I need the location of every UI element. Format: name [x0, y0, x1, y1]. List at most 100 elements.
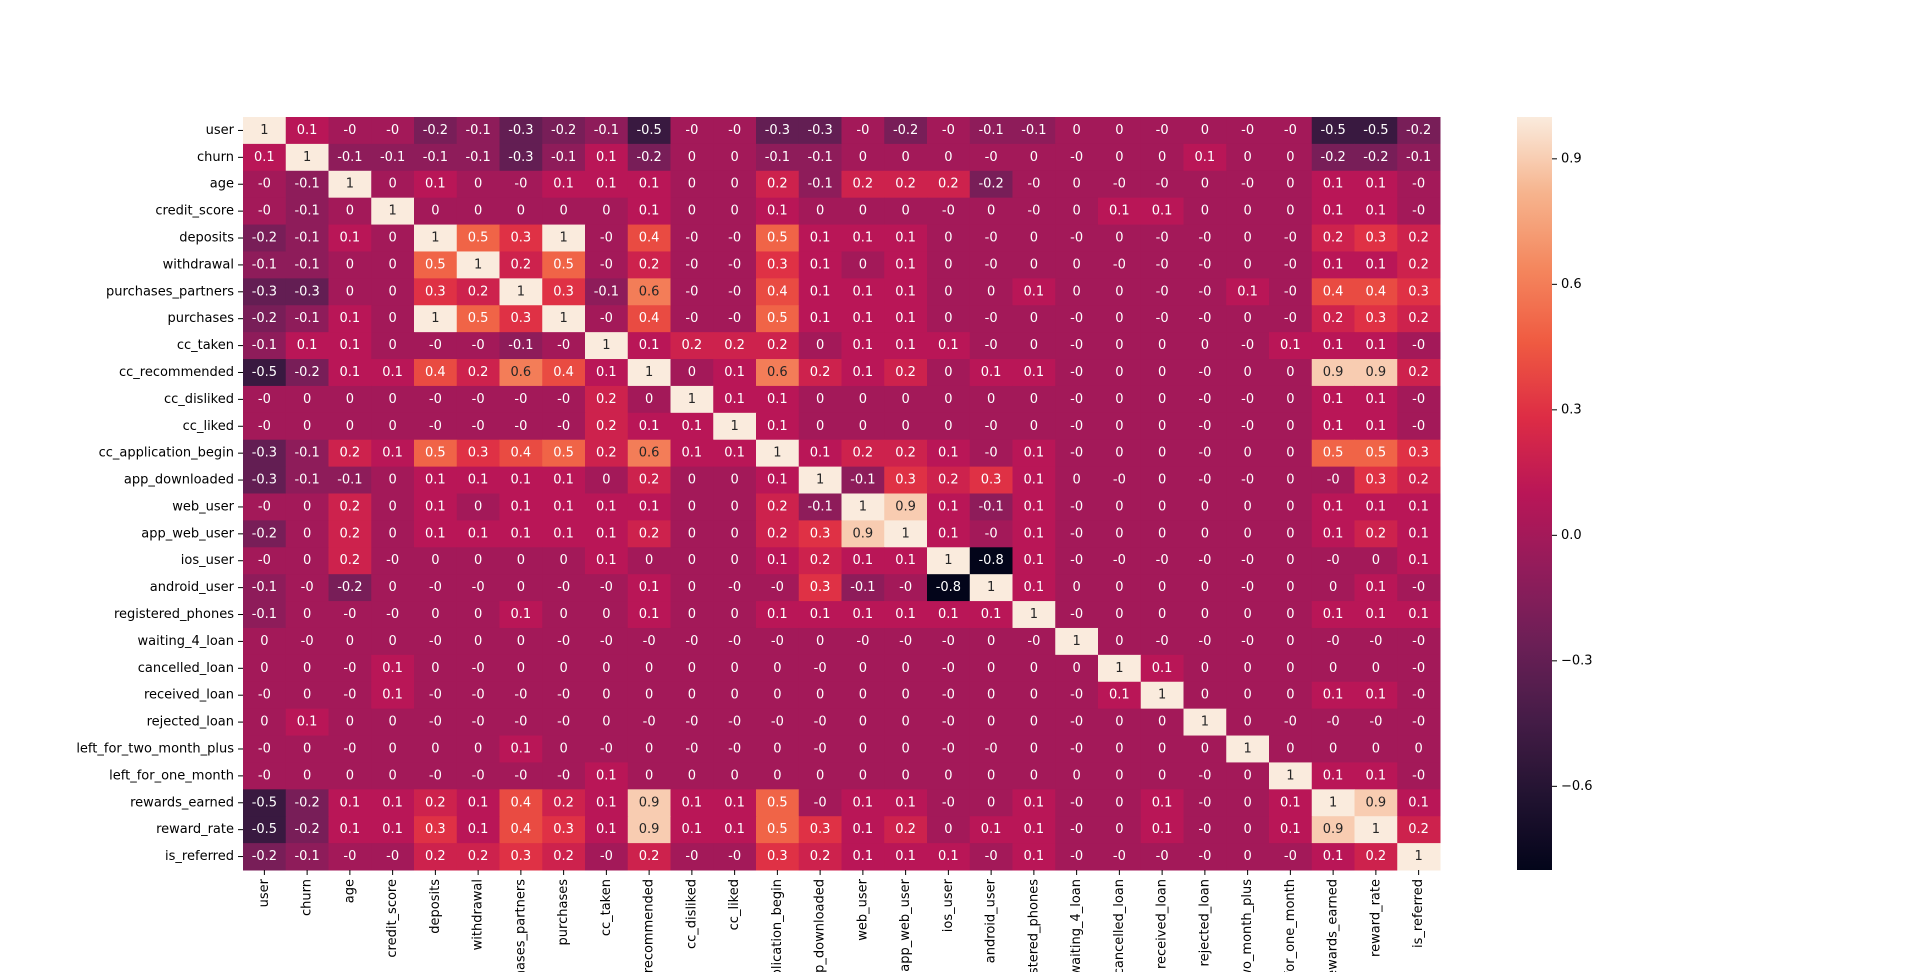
heatmap-cell [1311, 735, 1355, 763]
cell-label: 0.1 [853, 338, 874, 353]
cell-label: 0 [730, 177, 738, 192]
cell-label: 0 [346, 419, 354, 434]
heatmap-cell [969, 789, 1013, 817]
heatmap-cell [285, 305, 329, 333]
heatmap-cell [627, 627, 671, 656]
cell-label: -0 [1070, 607, 1083, 622]
heatmap-cell [1098, 843, 1142, 871]
heatmap-cell [1055, 601, 1099, 629]
cell-label: 0.1 [596, 177, 617, 192]
heatmap-cell [243, 816, 287, 844]
cell-label: -0 [386, 553, 399, 568]
heatmap-cell [456, 385, 500, 414]
cell-label: 0 [1286, 177, 1294, 192]
cell-label: 0 [346, 257, 354, 272]
cell-label: 0.4 [425, 365, 446, 380]
cell-label: 0 [901, 768, 909, 783]
heatmap-cell [670, 143, 714, 172]
cell-label: 0 [901, 661, 909, 676]
cell-label: 0.1 [1024, 580, 1045, 595]
heatmap-cell [670, 547, 714, 575]
cell-label: 1 [1158, 688, 1166, 703]
heatmap-cell [969, 574, 1013, 602]
cell-label: -0 [557, 392, 570, 407]
heatmap-cell [414, 278, 458, 306]
heatmap-cell [1183, 439, 1227, 468]
cell-label: 0.1 [468, 526, 489, 541]
cell-label: 0 [730, 688, 738, 703]
cell-label: -0 [1198, 446, 1211, 461]
heatmap-cell [1226, 520, 1270, 548]
cell-label: -0 [429, 634, 442, 649]
heatmap-cell [713, 439, 757, 468]
heatmap-cell [841, 117, 885, 145]
heatmap-cell [1354, 170, 1398, 199]
heatmap-cell [1311, 385, 1355, 414]
cell-label: -0 [856, 634, 869, 649]
cell-label: -0 [557, 715, 570, 730]
heatmap-cell [1226, 735, 1270, 763]
heatmap-cell [1183, 359, 1227, 387]
cell-label: 1 [816, 473, 824, 488]
x-tick-label: waiting_4_loan [1069, 879, 1084, 972]
cell-label: 0.2 [895, 822, 916, 837]
heatmap-cell [371, 170, 415, 199]
heatmap-cell [969, 412, 1013, 441]
cell-label: 0 [730, 204, 738, 219]
cell-label: 0 [730, 526, 738, 541]
cell-label: 0.2 [639, 257, 660, 272]
cell-label: -0 [1241, 123, 1254, 138]
cell-label: 0 [1115, 446, 1123, 461]
cell-label: 0 [559, 204, 567, 219]
heatmap-cell [542, 547, 586, 575]
cell-label: -0 [1027, 204, 1040, 219]
cell-label: -0 [1027, 634, 1040, 649]
heatmap-cell [1226, 278, 1270, 306]
heatmap-cell [798, 197, 842, 226]
heatmap-cell [1140, 520, 1184, 548]
heatmap-cell [1269, 412, 1313, 441]
cell-label: 0.3 [1366, 311, 1387, 326]
heatmap-cell [1354, 574, 1398, 602]
heatmap-cell [1055, 843, 1099, 871]
cell-label: 0 [1243, 849, 1251, 864]
cell-label: -0 [557, 688, 570, 703]
cell-label: -0 [343, 688, 356, 703]
cell-label: -0 [258, 204, 271, 219]
heatmap-cell [585, 816, 629, 844]
heatmap-cell [414, 762, 458, 790]
cell-label: 0.1 [254, 150, 275, 165]
heatmap-cell [713, 385, 757, 414]
cell-label: 0 [1115, 499, 1123, 514]
heatmap-cell [1311, 654, 1355, 683]
cell-label: -0 [643, 634, 656, 649]
cell-label: 0.2 [639, 473, 660, 488]
cell-label: 0.9 [853, 526, 874, 541]
cell-label: 0 [1243, 526, 1251, 541]
cell-label: 0 [388, 526, 396, 541]
heatmap-cell [456, 197, 500, 226]
cell-label: -0 [1198, 553, 1211, 568]
cell-label: 0 [987, 634, 995, 649]
cell-label: 0 [474, 204, 482, 219]
cell-label: 0.1 [1024, 822, 1045, 837]
cell-label: 0.2 [425, 849, 446, 864]
cell-label: 0.4 [639, 311, 660, 326]
heatmap-cell [1226, 332, 1270, 360]
cell-label: 0.2 [468, 365, 489, 380]
heatmap-cell [1140, 681, 1184, 710]
heatmap-cell [243, 574, 287, 602]
heatmap-cell [542, 305, 586, 333]
cell-label: -0 [1070, 419, 1083, 434]
heatmap-cell [371, 547, 415, 575]
cell-label: 0.2 [810, 365, 831, 380]
heatmap-cell [1140, 251, 1184, 279]
heatmap-cell [285, 224, 329, 252]
cell-label: 0 [1201, 338, 1209, 353]
cell-label: 0.9 [1366, 795, 1387, 810]
cell-label: 1 [859, 499, 867, 514]
cell-label: 0 [1030, 419, 1038, 434]
cell-label: 0.3 [767, 257, 788, 272]
cell-label: 0.2 [767, 177, 788, 192]
heatmap-cell [841, 251, 885, 279]
